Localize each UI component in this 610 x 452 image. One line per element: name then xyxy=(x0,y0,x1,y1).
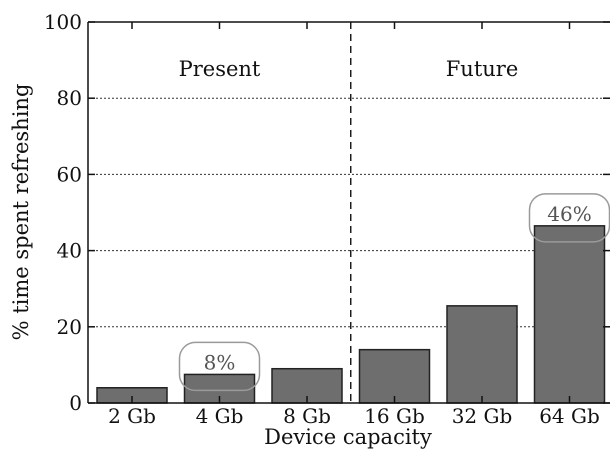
x-tick-label: 32 Gb xyxy=(452,404,513,428)
annotation-label: 46% xyxy=(547,202,591,226)
bar xyxy=(533,225,606,404)
region-label: Future xyxy=(446,57,519,81)
x-tick-label: 8 Gb xyxy=(283,404,331,428)
x-tick-label: 64 Gb xyxy=(539,404,600,428)
y-tick-label: 0 xyxy=(69,391,82,415)
x-tick-label: 2 Gb xyxy=(108,404,156,428)
y-tick-label: 40 xyxy=(57,239,82,263)
x-axis-title: Device capacity xyxy=(264,425,432,449)
x-tick-label: 16 Gb xyxy=(364,404,425,428)
annotation-label: 8% xyxy=(204,350,236,374)
region-label: Present xyxy=(179,57,261,81)
y-tick-label: 100 xyxy=(44,10,82,34)
annotation-box xyxy=(178,341,261,392)
y-tick-label: 20 xyxy=(57,315,82,339)
bar xyxy=(446,305,518,404)
y-tick-label: 60 xyxy=(57,162,82,186)
y-axis-title: % time spent refreshing xyxy=(9,84,33,341)
y-tick-label: 80 xyxy=(57,86,82,110)
bar xyxy=(358,348,431,404)
x-tick-label: 4 Gb xyxy=(196,404,244,428)
